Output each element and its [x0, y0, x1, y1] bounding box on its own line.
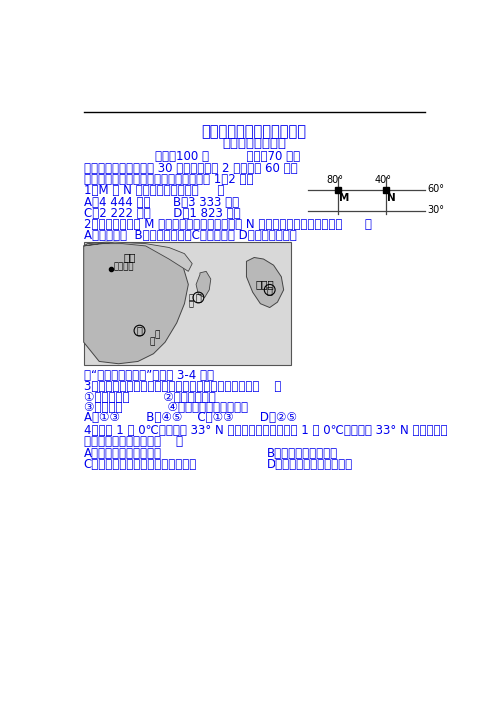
Text: 甲: 甲: [136, 326, 142, 336]
Text: 一、单项选择题：（八 30 小题，每小题 2 分，总计 60 分）: 一、单项选择题：（八 30 小题，每小题 2 分，总计 60 分）: [84, 162, 297, 175]
Text: 昌吉市第一中学教育共同体: 昌吉市第一中学教育共同体: [202, 124, 307, 139]
Text: 合，此特征将导致日本（    ）: 合，此特征将导致日本（ ）: [84, 435, 183, 448]
Text: 2．若一架飞机从 M 点起飞，沿最短的航线到达 N 点，则飞机飞行的方向为（      ）: 2．若一架飞机从 M 点起飞，沿最短的航线到达 N 点，则飞机飞行的方向为（ ）: [84, 218, 372, 231]
Text: ③夏季风向            ④高温期与多雨期不一致: ③夏季风向 ④高温期与多雨期不一致: [84, 401, 248, 413]
Polygon shape: [84, 242, 192, 272]
Text: 乙: 乙: [195, 293, 201, 303]
Text: C．2 222 千米      D．1 823 千米: C．2 222 千米 D．1 823 千米: [84, 206, 241, 220]
Text: 30°: 30°: [427, 205, 444, 215]
Bar: [84, 242, 291, 365]
Text: C．常绿阔叶林的分布纬度比中国高: C．常绿阔叶林的分布纬度比中国高: [84, 458, 197, 470]
Text: 渤: 渤: [188, 293, 193, 302]
Text: 3．图中甲、乙、丙三地气候特征差异最明显的表现是（    ）: 3．图中甲、乙、丙三地气候特征差异最明显的表现是（ ）: [84, 380, 281, 393]
Text: B．南北温差大于中国: B．南北温差大于中国: [267, 447, 338, 460]
Polygon shape: [247, 258, 284, 307]
Text: A．河流封冻期长于中国: A．河流封冻期长于中国: [84, 447, 162, 460]
Text: 黄: 黄: [155, 330, 160, 339]
Text: 日本海: 日本海: [255, 279, 274, 289]
Text: 40°: 40°: [374, 175, 391, 185]
Text: D．候鸟南迁时间早于中国: D．候鸟南迁时间早于中国: [267, 458, 354, 470]
Text: A．一直向东  B．先东北再东南C．一直向南 D．先东南再东北: A．一直向东 B．先东北再东南C．一直向南 D．先东南再东北: [84, 229, 297, 242]
Text: 80°: 80°: [326, 175, 343, 185]
Text: 4．日本 1 月 0℃等温线与 33° N 纬线基本吃合，而中国 1 月 0℃等温线与 33° N 纬线基本吃: 4．日本 1 月 0℃等温线与 33° N 纬线基本吃合，而中国 1 月 0℃等…: [84, 424, 447, 437]
Text: 海: 海: [188, 299, 193, 308]
Polygon shape: [196, 272, 211, 298]
Text: 乌兰巴托: 乌兰巴托: [113, 263, 133, 271]
Text: 分値：100 分          时间：70 分钟: 分値：100 分 时间：70 分钟: [155, 150, 300, 164]
Text: A．①③       B．④⑤    C．①③       D．②⑤: A．①③ B．④⑤ C．①③ D．②⑤: [84, 411, 297, 425]
Text: 高二地理期末试卷: 高二地理期末试卷: [222, 137, 286, 150]
Text: 丙: 丙: [267, 285, 273, 295]
Polygon shape: [84, 242, 188, 364]
Text: ①气温年较差         ②降水量的多少: ①气温年较差 ②降水量的多少: [84, 391, 215, 404]
Text: 60°: 60°: [427, 184, 444, 194]
Text: 蒙古: 蒙古: [124, 253, 136, 263]
Text: 读地球表面某区域的经纬网示意图，回答 1～2 题。: 读地球表面某区域的经纬网示意图，回答 1～2 题。: [84, 173, 253, 186]
Text: A．4 444 千米      B．3 333 千米: A．4 444 千米 B．3 333 千米: [84, 196, 239, 209]
Text: 读“东亚部分地区图”，完成 3-4 题。: 读“东亚部分地区图”，完成 3-4 题。: [84, 369, 214, 382]
Text: 1．M 和 N 两点的实际距离为（     ）: 1．M 和 N 两点的实际距离为（ ）: [84, 185, 224, 197]
Text: N: N: [387, 193, 396, 203]
Text: 河: 河: [149, 338, 155, 347]
Text: M: M: [339, 193, 350, 203]
